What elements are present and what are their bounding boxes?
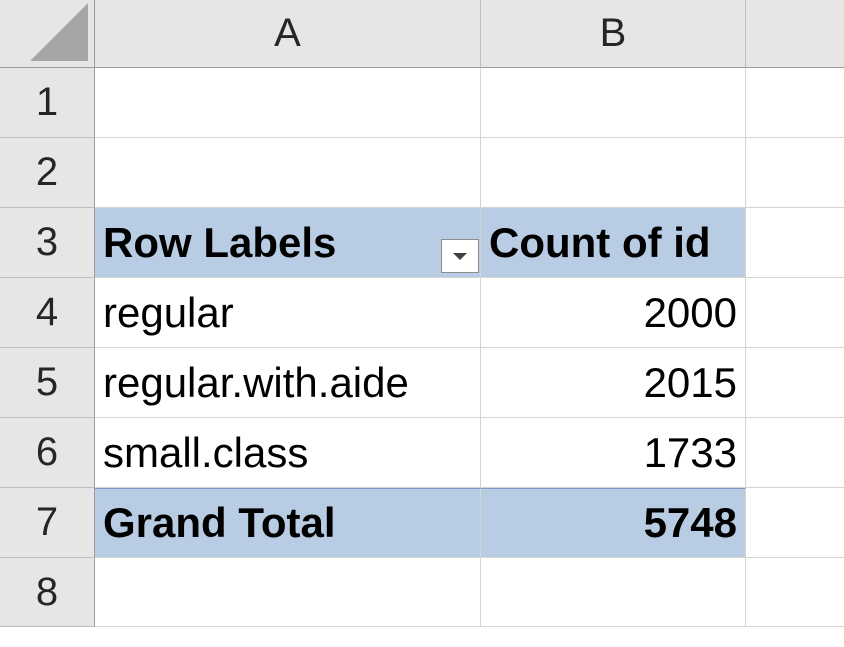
row-labels-text: Row Labels (103, 218, 337, 266)
row-header-2[interactable]: 2 (0, 138, 95, 208)
cell-c3[interactable] (746, 208, 844, 278)
row-header-3[interactable]: 3 (0, 208, 95, 278)
grand-total-count[interactable]: 5748 (481, 488, 746, 558)
cell-c6[interactable] (746, 418, 844, 488)
cell-a2[interactable] (95, 138, 481, 208)
cell-c7[interactable] (746, 488, 844, 558)
count-of-id-text: Count of id (489, 218, 711, 266)
pivot-item-label[interactable]: regular (95, 278, 481, 348)
cell-a8[interactable] (95, 558, 481, 627)
pivot-item-count[interactable]: 1733 (481, 418, 746, 488)
pivot-item-count[interactable]: 2015 (481, 348, 746, 418)
cell-a1[interactable] (95, 68, 481, 138)
cell-c8[interactable] (746, 558, 844, 627)
row-header-1[interactable]: 1 (0, 68, 95, 138)
row-header-6[interactable]: 6 (0, 418, 95, 488)
cell-c2[interactable] (746, 138, 844, 208)
column-header-c[interactable] (746, 0, 844, 68)
pivot-item-label[interactable]: regular.with.aide (95, 348, 481, 418)
row-header-7[interactable]: 7 (0, 488, 95, 558)
cell-b8[interactable] (481, 558, 746, 627)
cell-b2[interactable] (481, 138, 746, 208)
pivot-count-header[interactable]: Count of id (481, 208, 746, 278)
filter-dropdown-icon (453, 252, 467, 260)
cell-c4[interactable] (746, 278, 844, 348)
pivot-item-count[interactable]: 2000 (481, 278, 746, 348)
column-header-a[interactable]: A (95, 0, 481, 68)
row-labels-filter-button[interactable] (441, 239, 479, 273)
select-all-button[interactable] (0, 0, 95, 68)
grand-total-label[interactable]: Grand Total (95, 488, 481, 558)
pivot-item-label[interactable]: small.class (95, 418, 481, 488)
row-header-8[interactable]: 8 (0, 558, 95, 627)
pivot-row-labels-header[interactable]: Row Labels (95, 208, 481, 278)
cell-c1[interactable] (746, 68, 844, 138)
row-header-4[interactable]: 4 (0, 278, 95, 348)
cell-c5[interactable] (746, 348, 844, 418)
cell-b1[interactable] (481, 68, 746, 138)
row-header-5[interactable]: 5 (0, 348, 95, 418)
select-all-triangle-icon (30, 3, 88, 61)
column-header-b[interactable]: B (481, 0, 746, 68)
